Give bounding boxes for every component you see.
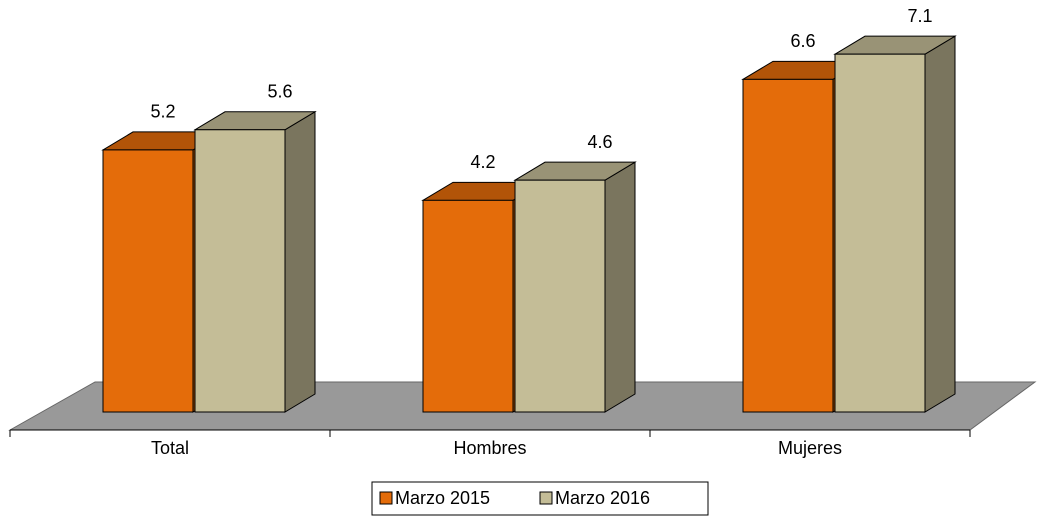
bar [742, 78, 834, 413]
data-label: 4.2 [470, 152, 495, 172]
bar-side [604, 161, 636, 413]
bar-side [284, 110, 316, 413]
bar [194, 129, 286, 413]
legend-swatch [379, 491, 393, 505]
x-tick-label: Hombres [453, 438, 526, 458]
bar [834, 53, 926, 413]
bar [102, 149, 194, 413]
bar [514, 179, 606, 413]
legend-swatch [539, 491, 553, 505]
data-label: 5.2 [150, 102, 175, 122]
legend: Marzo 2015 Marzo 2016 [371, 481, 709, 516]
data-label: 4.6 [587, 132, 612, 152]
bar [422, 199, 514, 413]
legend-label: Marzo 2015 [395, 488, 490, 508]
bar-side [924, 35, 956, 413]
x-tick-label: Total [151, 438, 189, 458]
data-label: 6.6 [790, 31, 815, 51]
data-label: 7.1 [907, 6, 932, 26]
data-label: 5.6 [267, 82, 292, 102]
legend-label: Marzo 2016 [555, 488, 650, 508]
x-tick-label: Mujeres [778, 438, 842, 458]
